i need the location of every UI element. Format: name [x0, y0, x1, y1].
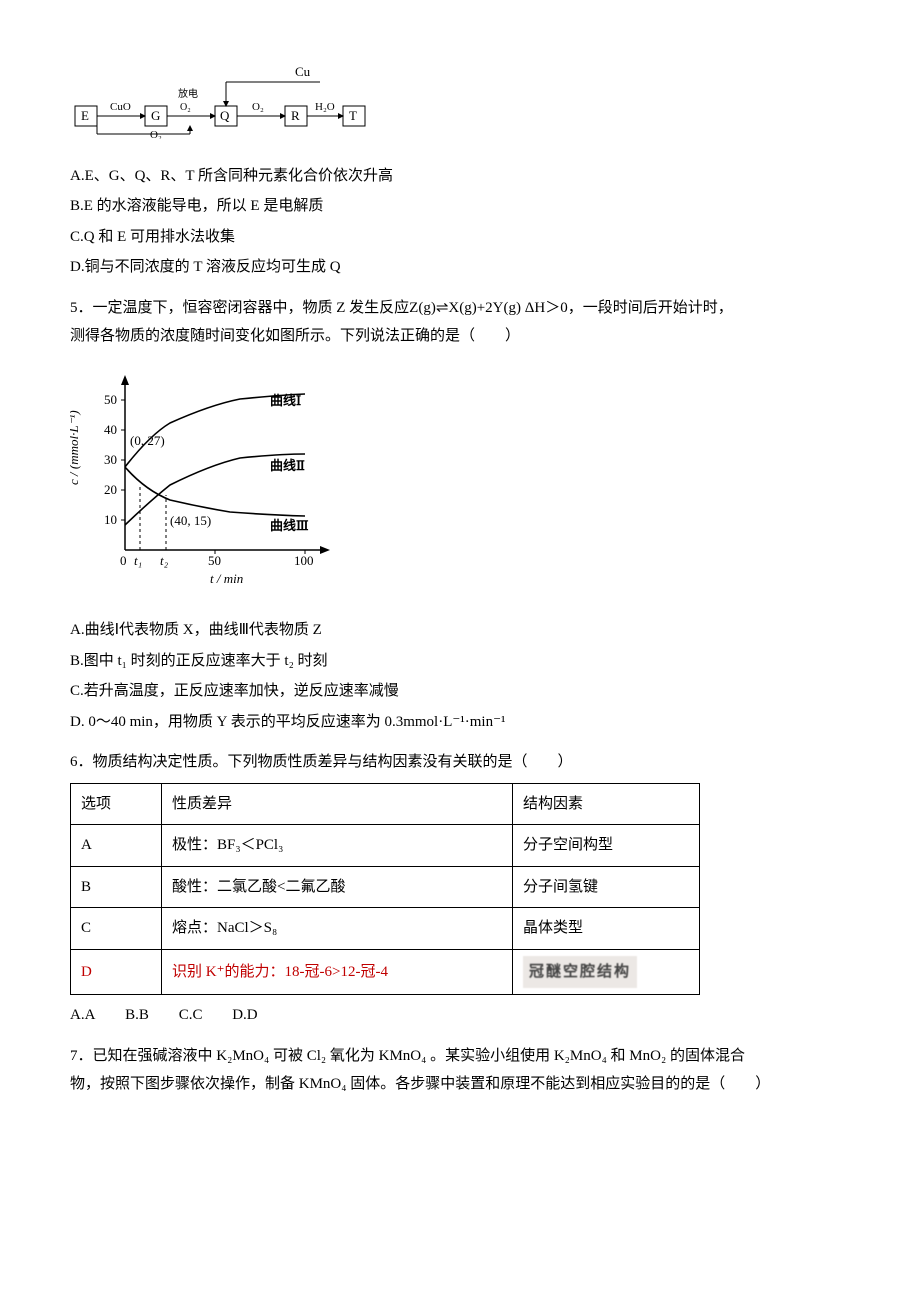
svg-text:t₂: t₂: [160, 553, 169, 568]
q5-stem-c: 测得各物质的浓度随时间变化如图所示。下列说法正确的是（ ）: [70, 322, 850, 351]
svg-text:t / min: t / min: [210, 571, 243, 586]
svg-text:30: 30: [104, 452, 117, 467]
svg-text:O₂: O₂: [180, 102, 191, 113]
q5-stem-b: ，一段时间后开始计时，: [568, 300, 733, 316]
q4-flow-diagram: Cu E G Q R T 放电 O₂: [70, 64, 370, 150]
q6-h1: 选项: [71, 783, 162, 825]
svg-text:T: T: [349, 108, 357, 123]
svg-text:c / (mmol·L⁻¹): c / (mmol·L⁻¹): [70, 410, 81, 485]
svg-text:曲线Ⅲ: 曲线Ⅲ: [270, 518, 309, 533]
svg-text:放电: 放电: [178, 87, 198, 100]
svg-text:CuO: CuO: [110, 101, 131, 113]
q5-stem: 5．一定温度下，恒容密闭容器中，物质 Z 发生反应Z(g)⇌X(g)+2Y(g)…: [70, 294, 850, 323]
svg-text:H₂O: H₂O: [315, 101, 335, 113]
q6-inline-a: A.A: [70, 1001, 95, 1030]
q6-inline-options: A.A B.B C.C D.D: [70, 1001, 850, 1030]
q6-row-d: D 识别 K⁺的能力：18-冠-6>12-冠-4 冠醚空腔结构: [71, 949, 700, 995]
q6-row-a: A 极性：BF₃＜PCl₃ 分子空间构型: [71, 825, 700, 867]
q4-option-d: D.铜与不同浓度的 T 溶液反应均可生成 Q: [70, 253, 850, 282]
svg-text:10: 10: [104, 512, 117, 527]
svg-text:R: R: [291, 108, 300, 123]
svg-text:Q: Q: [220, 108, 230, 123]
q6-inline-b: B.B: [125, 1001, 149, 1030]
svg-text:G: G: [151, 108, 160, 123]
q6-table: 选项 性质差异 结构因素 A 极性：BF₃＜PCl₃ 分子空间构型 B 酸性：二…: [70, 783, 700, 996]
q6-h3: 结构因素: [513, 783, 700, 825]
q5-option-d: D. 0～40 min，用物质 Y 表示的平均反应速率为 0.3mmol·L⁻¹…: [70, 708, 850, 737]
q7-stem-a: 7．已知在强碱溶液中 K₂MnO₄ 可被 Cl₂ 氧化为 KMnO₄ 。某实验小…: [70, 1042, 850, 1071]
svg-text:(0, 27): (0, 27): [130, 433, 165, 448]
q6-h2: 性质差异: [162, 783, 513, 825]
q5-stem-a: 5．一定温度下，恒容密闭容器中，物质 Z 发生反应: [70, 300, 409, 316]
svg-text:40: 40: [104, 422, 117, 437]
svg-text:50: 50: [104, 392, 117, 407]
svg-text:t₁: t₁: [134, 553, 142, 568]
q6-inline-d: D.D: [232, 1001, 257, 1030]
q5-eq: Z(g)⇌X(g)+2Y(g) ΔH＞0: [409, 300, 568, 316]
q7-stem-b: 物，按照下图步骤依次操作，制备 KMnO₄ 固体。各步骤中装置和原理不能达到相应…: [70, 1070, 850, 1099]
q6-row-b: B 酸性：二氯乙酸<二氟乙酸 分子间氢键: [71, 866, 700, 908]
q5-option-a: A.曲线Ⅰ代表物质 X，曲线Ⅲ代表物质 Z: [70, 616, 850, 645]
svg-text:(40, 15): (40, 15): [170, 513, 211, 528]
svg-text:0: 0: [120, 553, 127, 568]
q4-option-a: A.E、G、Q、R、T 所含同种元素化合价依次升高: [70, 162, 850, 191]
cu-label: Cu: [295, 64, 311, 79]
svg-text:曲线Ⅰ: 曲线Ⅰ: [270, 393, 301, 408]
q5-chart: 10 20 30 40 50 0 t₁ t₂ 50 100 t / min c …: [70, 365, 340, 601]
svg-text:50: 50: [208, 553, 221, 568]
q4-option-c: C.Q 和 E 可用排水法收集: [70, 223, 850, 252]
q6-stem: 6．物质结构决定性质。下列物质性质差异与结构因素没有关联的是（ ）: [70, 748, 850, 777]
q5-option-b: B.图中 t₁ 时刻的正反应速率大于 t₂ 时刻: [70, 647, 850, 676]
q6-row-d-factor-img: 冠醚空腔结构: [523, 956, 637, 989]
svg-text:E: E: [81, 108, 89, 123]
q6-inline-c: C.C: [179, 1001, 203, 1030]
q5-option-c: C.若升高温度，正反应速率加快，逆反应速率减慢: [70, 677, 850, 706]
svg-text:O₂: O₂: [252, 101, 264, 113]
svg-text:曲线Ⅱ: 曲线Ⅱ: [270, 458, 305, 473]
svg-text:100: 100: [294, 553, 314, 568]
q4-option-b: B.E 的水溶液能导电，所以 E 是电解质: [70, 192, 850, 221]
q6-row-c: C 熔点：NaCl＞S₈ 晶体类型: [71, 908, 700, 950]
svg-text:20: 20: [104, 482, 117, 497]
